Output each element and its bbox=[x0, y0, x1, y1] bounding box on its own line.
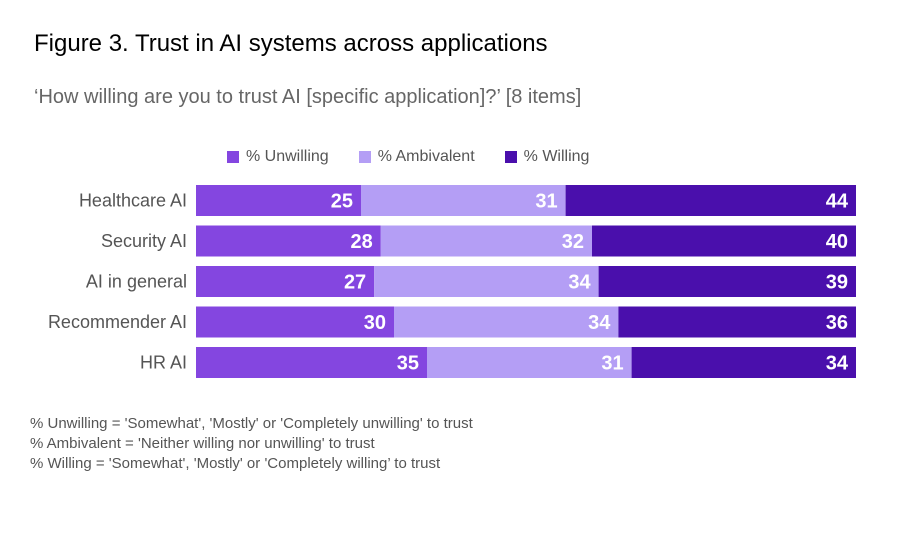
value-label-healthcare-ai-willing: 44 bbox=[826, 191, 849, 213]
value-label-security-ai-ambivalent: 32 bbox=[562, 231, 584, 253]
legend-item-willing: % Willing bbox=[504, 148, 590, 166]
bar-ai-in-general-ambivalent bbox=[374, 266, 599, 297]
legend-swatch-ambivalent bbox=[358, 151, 371, 163]
value-label-hr-ai-unwilling: 35 bbox=[397, 353, 419, 375]
chart-subtitle: ‘How willing are you to trust AI [specif… bbox=[34, 86, 582, 108]
legend-label-willing: % Willing bbox=[523, 148, 590, 165]
value-label-recommender-ai-willing: 36 bbox=[826, 312, 848, 334]
legend-swatch-unwilling bbox=[227, 151, 239, 163]
bar-healthcare-ai-unwilling bbox=[196, 185, 361, 216]
footnote-willing: % Willing = 'Somewhat', 'Mostly' or 'Com… bbox=[30, 455, 441, 472]
bar-healthcare-ai-willing bbox=[565, 185, 856, 216]
bar-recommender-ai-ambivalent bbox=[394, 306, 619, 338]
category-label-security-ai: Security AI bbox=[101, 231, 187, 251]
legend-label-ambivalent: % Ambivalent bbox=[377, 148, 475, 165]
category-label-recommender-ai: Recommender AI bbox=[48, 312, 187, 332]
legend-swatch-willing bbox=[504, 151, 517, 163]
bar-hr-ai-ambivalent bbox=[427, 347, 632, 378]
category-label-healthcare-ai: Healthcare AI bbox=[79, 191, 187, 211]
value-label-security-ai-willing: 40 bbox=[826, 231, 848, 253]
bar-security-ai-unwilling bbox=[196, 225, 381, 257]
legend: % Unwilling % Ambivalent % Willing bbox=[227, 148, 589, 166]
bar-hr-ai-willing bbox=[631, 347, 856, 378]
value-label-ai-in-general-ambivalent: 34 bbox=[568, 272, 591, 294]
value-label-recommender-ai-unwilling: 30 bbox=[364, 312, 386, 334]
bar-ai-in-general-unwilling bbox=[196, 266, 375, 297]
legend-item-ambivalent: % Ambivalent bbox=[358, 148, 475, 166]
value-label-healthcare-ai-unwilling: 25 bbox=[331, 191, 353, 213]
chart-title: Figure 3. Trust in AI systems across app… bbox=[34, 30, 548, 57]
value-label-hr-ai-ambivalent: 31 bbox=[601, 353, 623, 375]
bar-healthcare-ai-ambivalent bbox=[361, 185, 566, 216]
category-label-hr-ai: HR AI bbox=[140, 353, 187, 373]
bar-security-ai-ambivalent bbox=[380, 225, 592, 257]
legend-item-unwilling: % Unwilling bbox=[227, 148, 329, 166]
footnote-unwilling: % Unwilling = 'Somewhat', 'Mostly' or 'C… bbox=[30, 415, 473, 432]
value-label-security-ai-unwilling: 28 bbox=[351, 231, 373, 253]
value-label-recommender-ai-ambivalent: 34 bbox=[588, 312, 611, 334]
footnote-ambivalent: % Ambivalent = 'Neither willing nor unwi… bbox=[30, 435, 375, 452]
bar-recommender-ai-unwilling bbox=[196, 306, 394, 338]
category-label-ai-in-general: AI in general bbox=[86, 272, 187, 292]
value-label-hr-ai-willing: 34 bbox=[826, 353, 849, 375]
bar-ai-in-general-willing bbox=[598, 266, 856, 297]
legend-label-unwilling: % Unwilling bbox=[246, 148, 329, 165]
value-label-ai-in-general-willing: 39 bbox=[826, 272, 848, 294]
bar-security-ai-willing bbox=[592, 225, 856, 257]
bar-recommender-ai-willing bbox=[618, 306, 856, 338]
value-label-ai-in-general-unwilling: 27 bbox=[344, 272, 366, 294]
bar-hr-ai-unwilling bbox=[196, 347, 427, 378]
footnotes: % Unwilling = 'Somewhat', 'Mostly' or 'C… bbox=[30, 414, 473, 474]
value-label-healthcare-ai-ambivalent: 31 bbox=[535, 191, 557, 213]
